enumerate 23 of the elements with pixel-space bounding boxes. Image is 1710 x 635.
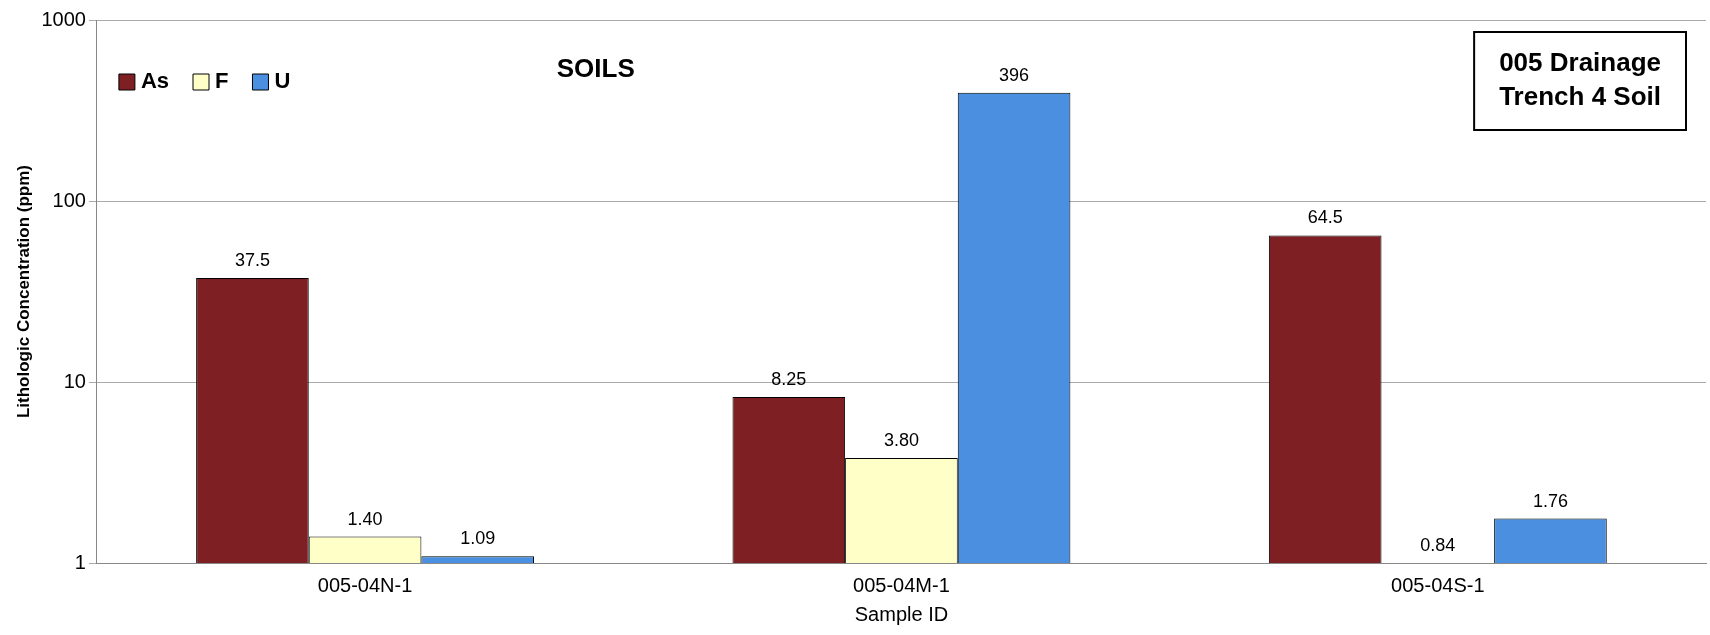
data-label: 37.5 bbox=[234, 250, 270, 271]
data-label: 1.09 bbox=[460, 528, 496, 549]
legend-label: F bbox=[215, 68, 229, 94]
y-tick-label: 10 bbox=[63, 369, 86, 392]
data-label: 3.80 bbox=[883, 430, 919, 451]
x-tick-label: 005-04N-1 bbox=[317, 573, 413, 596]
data-label: 1.40 bbox=[347, 508, 383, 529]
legend-label: U bbox=[274, 68, 291, 94]
y-tick-label: 100 bbox=[52, 188, 86, 211]
x-axis-title: Sample ID bbox=[854, 602, 949, 625]
y-axis-title: Lithologic Concentration (ppm) bbox=[13, 164, 33, 419]
data-label: 64.5 bbox=[1307, 207, 1343, 228]
text: SOILS bbox=[556, 53, 635, 84]
y-tick-label: 1 bbox=[74, 550, 86, 573]
data-label: 8.25 bbox=[771, 369, 807, 390]
data-label: 396 bbox=[999, 64, 1030, 85]
text: 0.84 bbox=[1420, 534, 1456, 555]
x-tick-label: 005-04S-1 bbox=[1391, 573, 1485, 596]
y-tick-label: 1000 bbox=[41, 7, 86, 30]
annotation: 005 Drainage Trench 4 Soil bbox=[1499, 47, 1661, 112]
legend-label: As bbox=[140, 68, 170, 94]
x-tick-label: 005-04M-1 bbox=[853, 573, 950, 596]
data-label: 1.76 bbox=[1532, 490, 1568, 511]
